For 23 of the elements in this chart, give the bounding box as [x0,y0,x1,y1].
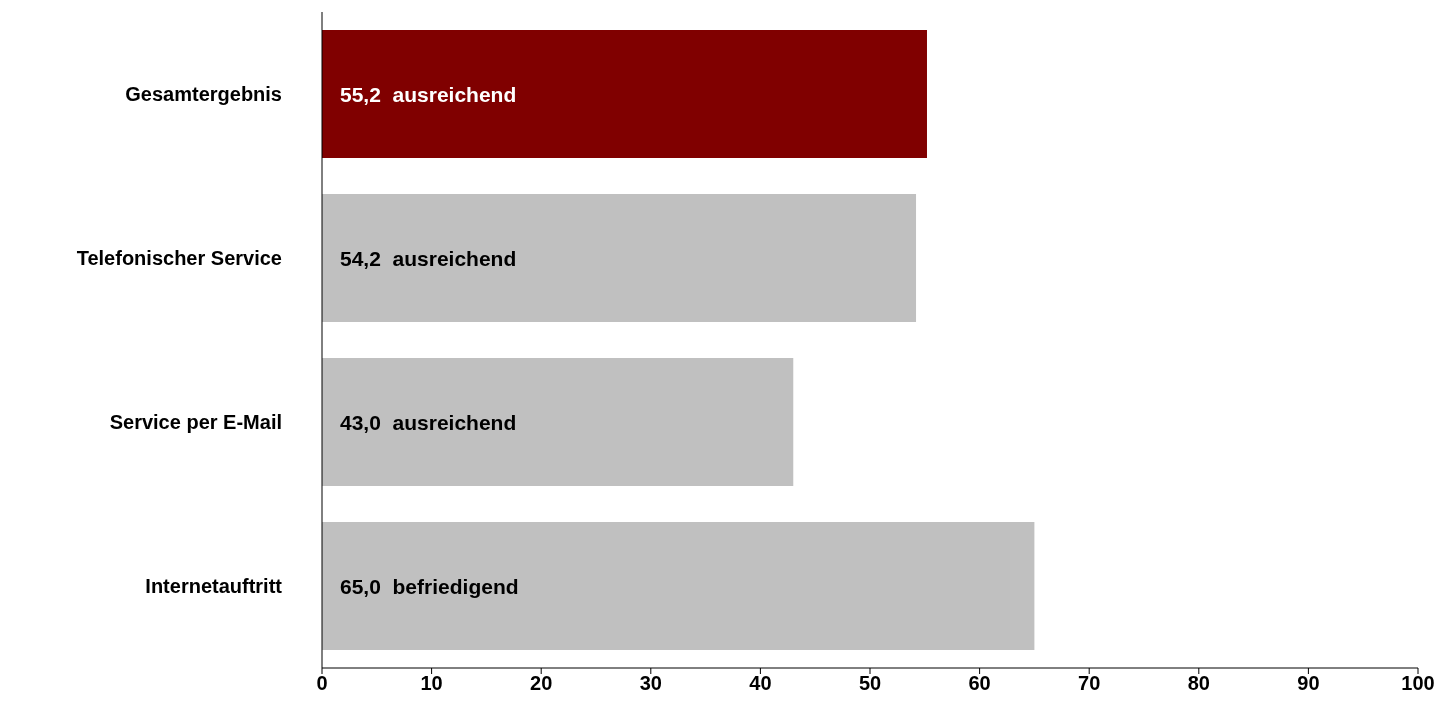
data-label: 54,2 ausreichend [340,246,517,270]
x-tick-label: 0 [316,672,328,695]
x-tick-label: 90 [1297,672,1320,695]
y-tick-label: Service per E-Mail [109,411,282,434]
data-label: 55,2 ausreichend [340,82,517,106]
y-tick-label: Telefonischer Service [76,247,282,270]
data-label: 43,0 ausreichend [340,410,517,434]
bar [322,194,917,323]
x-tick-label: 70 [1078,672,1101,695]
data-label: 65,0 befriedigend [340,574,519,598]
y-tick-label: Gesamtergebnis [125,83,282,106]
x-tick-label: 20 [530,672,553,695]
x-tick-label: 100 [1401,672,1435,695]
x-tick-label: 40 [749,672,772,695]
bar [322,30,927,159]
x-tick-label: 10 [420,672,443,695]
bar [322,358,794,487]
x-tick-label: 80 [1187,672,1210,695]
x-tick-label: 30 [639,672,662,695]
bar [322,522,1035,651]
x-tick-label: 60 [968,672,991,695]
y-tick-label: Internetauftritt [145,575,283,598]
x-tick-label: 50 [858,672,882,695]
